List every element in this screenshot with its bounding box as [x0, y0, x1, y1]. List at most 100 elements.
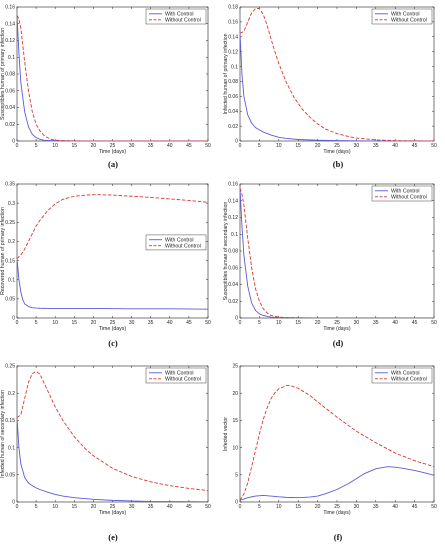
y-tick-label: 0.1: [8, 55, 15, 61]
x-tick-label: 5: [258, 504, 261, 510]
y-tick-label: 0.08: [5, 72, 15, 78]
y-tick-label: 20: [232, 391, 238, 397]
x-tick-label: 50: [431, 320, 437, 326]
legend-entry: With Control: [165, 238, 194, 244]
y-tick-label: 0.2: [8, 391, 15, 397]
x-tick-label: 0: [239, 504, 242, 510]
x-tick-label: 45: [186, 504, 192, 510]
x-tick-label: 50: [431, 143, 437, 149]
y-tick-label: 0.16: [228, 182, 238, 188]
x-tick-label: 30: [129, 143, 135, 149]
legend-entry: Without Control: [391, 377, 427, 383]
x-tick-label: 20: [91, 504, 97, 510]
y-tick-label: 5: [235, 473, 238, 479]
legend-entry: Without Control: [391, 195, 427, 201]
series-line-with-control: [240, 33, 434, 141]
x-tick-label: 35: [373, 143, 379, 149]
x-tick-label: 20: [315, 143, 321, 149]
plot-frame: [239, 6, 435, 142]
x-tick-label: 40: [392, 320, 398, 326]
y-tick-label: 0.16: [5, 5, 15, 11]
panel-a: 0 5 10 15 20 25 30 35 40 45 50 0 0.02 0.04 0.06 0.08 0.1…: [0, 5, 211, 169]
y-axis-label: Susceptibles human of primary infection: [0, 28, 6, 120]
x-tick-label: 0: [16, 320, 19, 326]
x-tick-label: 10: [276, 320, 282, 326]
x-tick-label: 10: [276, 504, 282, 510]
y-tick-label: 15: [232, 418, 238, 424]
panel-e: 0 5 10 15 20 25 30 35 40 45 50 0 0.05 0.1 0.15 0.2 0.25 T…: [0, 364, 211, 542]
x-tick-label: 15: [72, 320, 78, 326]
x-tick-label: 5: [35, 143, 38, 149]
x-tick-label: 5: [258, 320, 261, 326]
x-axis-label: Time (days): [99, 149, 126, 155]
y-tick-label: 0.2: [8, 239, 15, 245]
x-tick-label: 50: [205, 320, 211, 326]
y-tick-label: 0.35: [5, 182, 15, 188]
y-tick-label: 0.25: [5, 220, 15, 226]
x-tick-label: 30: [129, 504, 135, 510]
panel-c: 0 5 10 15 20 25 30 35 40 45 50 0 0.05 0.1 0.15 0.2 0.25 0…: [0, 182, 211, 348]
legend-box: [145, 8, 207, 25]
x-tick-label: 35: [373, 320, 379, 326]
x-tick-label: 10: [52, 504, 58, 510]
y-tick-label: 0.02: [228, 124, 238, 130]
plot-frame: [239, 183, 435, 319]
x-tick-label: 30: [354, 143, 360, 149]
x-tick-label: 0: [239, 320, 242, 326]
y-axis-label: Infected human of primary infection: [223, 33, 229, 114]
y-tick-label: 0.1: [8, 445, 15, 451]
x-axis-label: Time (days): [323, 510, 350, 516]
y-tick-label: 0.1: [231, 64, 238, 70]
x-tick-label: 10: [52, 320, 58, 326]
y-tick-label: 0.25: [5, 364, 15, 370]
x-tick-label: 15: [295, 143, 301, 149]
x-tick-label: 5: [258, 143, 261, 149]
x-tick-label: 50: [205, 143, 211, 149]
x-tick-label: 20: [315, 504, 321, 510]
series-line-without-control: [240, 188, 434, 318]
x-tick-label: 50: [205, 504, 211, 510]
series-line-without-control: [240, 8, 434, 141]
y-tick-label: 0.14: [5, 21, 15, 27]
panel-label: (e): [108, 532, 118, 542]
y-axis-label: Susceptibles human of secondary infectio…: [223, 202, 229, 301]
series-line-with-control: [17, 258, 208, 310]
x-tick-label: 10: [276, 143, 282, 149]
y-tick-label: 0.06: [228, 265, 238, 271]
y-tick-label: 0: [235, 316, 238, 322]
y-tick-label: 0.12: [5, 38, 15, 44]
x-tick-label: 30: [354, 320, 360, 326]
y-axis-label: Infected vector: [223, 417, 229, 451]
x-axis-label: Time (days): [99, 326, 126, 332]
series-line-with-control: [240, 188, 434, 318]
y-tick-label: 0.1: [231, 232, 238, 238]
y-tick-label: 0.3: [8, 201, 15, 207]
x-tick-label: 30: [129, 320, 135, 326]
x-tick-label: 5: [35, 504, 38, 510]
x-tick-label: 45: [186, 320, 192, 326]
series-line-without-control: [240, 385, 434, 501]
legend-box: [145, 367, 207, 384]
legend-entry: With Control: [391, 12, 420, 18]
plot-frame: [16, 183, 209, 319]
x-tick-label: 15: [72, 504, 78, 510]
y-tick-label: 0.08: [228, 79, 238, 85]
x-tick-label: 10: [52, 143, 58, 149]
legend-entry: With Control: [165, 12, 194, 18]
panel-label: (b): [333, 159, 344, 169]
y-tick-label: 0.04: [228, 282, 238, 288]
x-tick-label: 0: [239, 143, 242, 149]
x-tick-label: 15: [295, 504, 301, 510]
x-tick-label: 50: [431, 504, 437, 510]
x-tick-label: 20: [315, 320, 321, 326]
series-line-without-control: [17, 194, 208, 259]
y-tick-label: 0.14: [228, 34, 238, 40]
legend-entry: With Control: [391, 371, 420, 377]
y-tick-label: 0.05: [5, 297, 15, 303]
x-tick-label: 25: [110, 320, 116, 326]
panel-b: 0 5 10 15 20 25 30 35 40 45 50 0 0.02 0.04 0.06 0.08 0.1…: [223, 5, 437, 169]
y-tick-label: 10: [232, 445, 238, 451]
